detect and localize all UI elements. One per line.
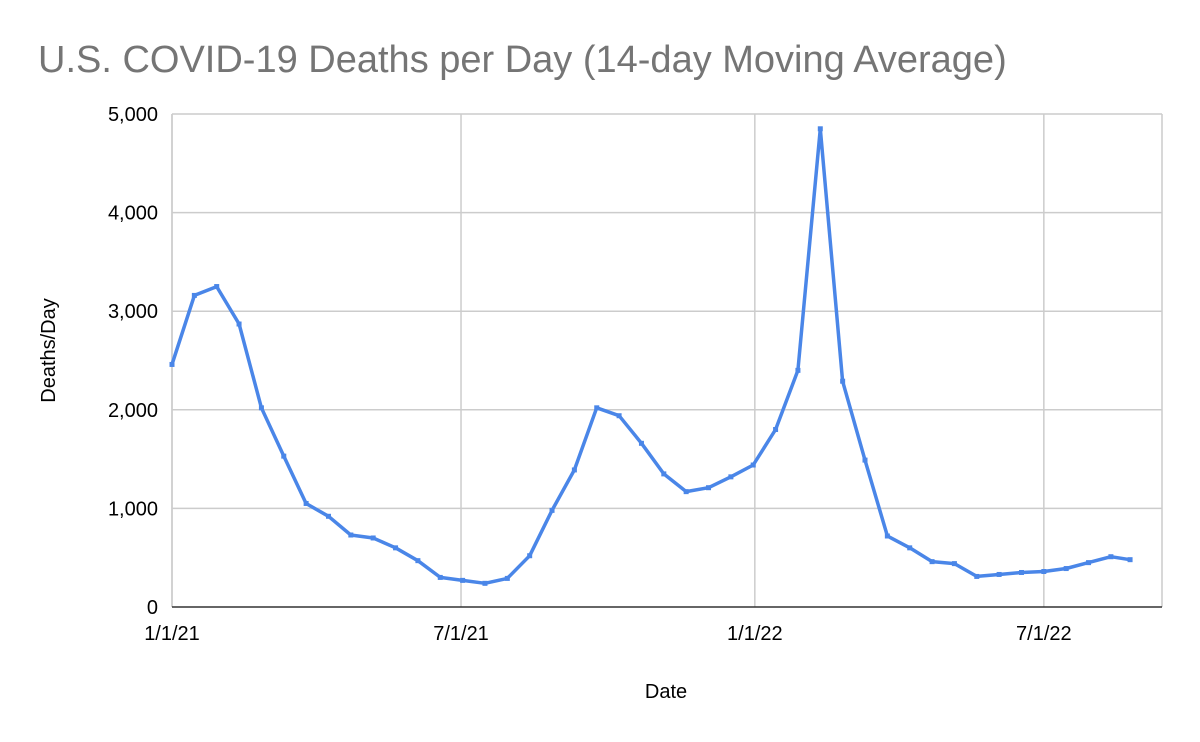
data-point xyxy=(214,284,220,290)
data-point xyxy=(571,467,577,473)
data-point xyxy=(191,292,197,298)
chart-title: U.S. COVID-19 Deaths per Day (14-day Mov… xyxy=(38,39,1007,81)
data-point xyxy=(236,321,242,327)
data-point xyxy=(683,489,689,495)
x-axis-ticks: 1/1/21 7/1/21 1/1/22 7/1/22 xyxy=(144,623,1071,645)
data-point xyxy=(661,471,667,477)
data-point xyxy=(706,485,712,491)
y-tick-label: 3,000 xyxy=(108,301,158,323)
data-point xyxy=(482,580,488,586)
data-point xyxy=(907,545,913,551)
data-point xyxy=(840,378,846,384)
x-tick-label: 1/1/21 xyxy=(144,623,200,645)
data-point xyxy=(862,457,868,463)
series-line xyxy=(170,127,1132,586)
data-point xyxy=(884,533,890,539)
data-point xyxy=(996,571,1002,577)
data-point xyxy=(325,513,331,519)
data-point xyxy=(795,367,801,373)
data-point xyxy=(616,413,622,419)
data-point xyxy=(1086,560,1092,566)
data-point xyxy=(549,507,555,513)
data-point xyxy=(594,405,600,411)
data-point xyxy=(773,427,779,433)
data-point xyxy=(750,462,756,468)
data-point xyxy=(527,553,533,559)
data-point xyxy=(1063,566,1069,572)
data-point xyxy=(728,474,734,480)
data-point xyxy=(1127,557,1133,563)
x-tick-label: 7/1/22 xyxy=(1016,623,1072,645)
data-point xyxy=(281,453,287,459)
data-point xyxy=(638,440,644,446)
y-axis-label: Deaths/Day xyxy=(38,298,60,403)
x-tick-label: 1/1/22 xyxy=(727,623,783,645)
gridlines xyxy=(171,113,1163,608)
data-point xyxy=(504,575,510,581)
y-tick-label: 1,000 xyxy=(108,498,158,520)
data-point xyxy=(415,558,421,564)
data-point xyxy=(437,574,443,580)
data-point xyxy=(460,577,466,583)
y-tick-label: 2,000 xyxy=(108,400,158,422)
data-point xyxy=(1108,554,1114,560)
data-point xyxy=(1041,569,1047,575)
data-point xyxy=(393,545,399,551)
series-layer xyxy=(169,126,1133,586)
x-tick-label: 7/1/21 xyxy=(433,623,489,645)
y-axis-ticks: 0 1,000 2,000 3,000 4,000 5,000 xyxy=(108,104,158,619)
data-point xyxy=(258,405,264,411)
data-point xyxy=(169,361,175,367)
data-point xyxy=(929,559,935,565)
data-point xyxy=(951,561,957,567)
data-point xyxy=(348,532,354,538)
y-tick-label: 5,000 xyxy=(108,104,158,126)
data-point xyxy=(370,535,376,541)
y-tick-label: 0 xyxy=(147,597,158,619)
data-point xyxy=(817,126,823,132)
data-point xyxy=(974,573,980,579)
data-point xyxy=(1018,569,1024,575)
data-point xyxy=(303,500,309,506)
y-tick-label: 4,000 xyxy=(108,203,158,225)
x-axis-label: Date xyxy=(645,681,687,703)
